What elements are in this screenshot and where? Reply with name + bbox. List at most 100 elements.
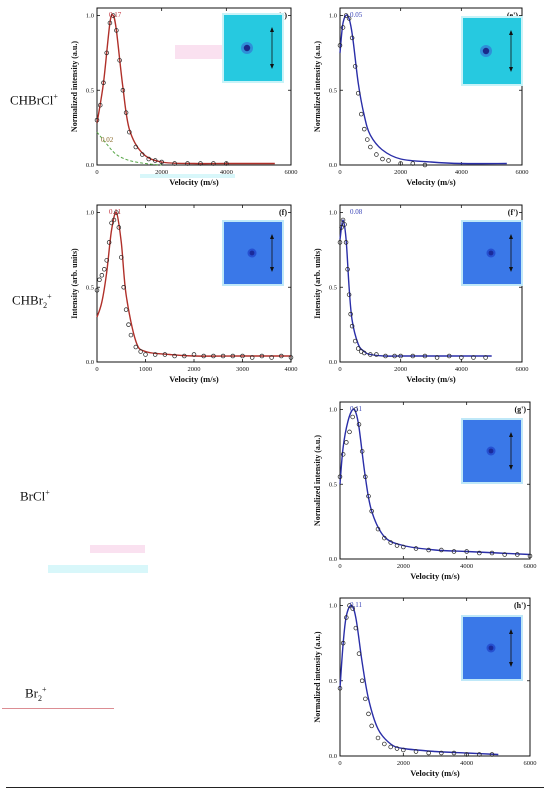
- artifact-band: [90, 545, 145, 553]
- data-point: [201, 353, 206, 359]
- data-point: [365, 137, 370, 142]
- data-point: [394, 746, 400, 751]
- arrow-head-down: [270, 267, 274, 272]
- detector-image-inset: [222, 13, 284, 83]
- data-point: [340, 217, 346, 223]
- data-point: [97, 277, 102, 283]
- data-point: [401, 544, 406, 550]
- x-tick-label: 4000: [220, 169, 233, 176]
- x-tick-label: 6000: [516, 169, 529, 176]
- data-point: [114, 210, 119, 215]
- y-tick-label: 1.0: [86, 13, 94, 20]
- data-point: [111, 217, 117, 223]
- panel-tag: (e'): [507, 11, 518, 20]
- data-point: [398, 353, 403, 359]
- y-tick-label: 0.0: [329, 162, 337, 169]
- data-point: [356, 651, 362, 656]
- x-tick-label: 2000: [394, 366, 407, 373]
- y-tick-label: 0.5: [86, 87, 94, 94]
- data-point: [352, 64, 358, 69]
- data-point: [439, 547, 444, 553]
- x-tick-label: 4000: [460, 563, 473, 570]
- data-point: [352, 338, 358, 344]
- data-point: [413, 749, 419, 754]
- fit-curve: [96, 211, 291, 357]
- data-point: [413, 546, 419, 551]
- x-axis-label: Velocity (m/s): [410, 571, 460, 581]
- data-point: [347, 429, 352, 435]
- plot-frame: [96, 7, 292, 166]
- data-point: [211, 161, 216, 166]
- data-point: [109, 220, 114, 226]
- data-point: [363, 474, 368, 480]
- bottom-rule: [6, 787, 544, 788]
- data-point: [353, 407, 359, 412]
- detector-image-inset: [222, 220, 284, 286]
- arrow-head-down: [509, 267, 513, 272]
- data-point: [259, 353, 265, 359]
- x-tick-label: 6000: [285, 169, 298, 176]
- data-point: [224, 161, 229, 166]
- x-tick-label: 0: [95, 169, 98, 176]
- data-point: [451, 549, 457, 554]
- data-point: [356, 422, 362, 427]
- data-point: [434, 355, 440, 360]
- data-point: [398, 161, 403, 166]
- x-tick-label: 2000: [188, 366, 201, 373]
- x-tick-label: 0: [338, 366, 341, 373]
- plot-frame: [339, 7, 523, 166]
- y-axis-label: Intensity (arb. units): [313, 248, 322, 319]
- x-tick-label: 4000: [455, 366, 468, 373]
- x-tick-label: 1000: [139, 366, 152, 373]
- data-point: [116, 225, 122, 230]
- data-point: [527, 553, 533, 559]
- detector-image-inset: [461, 615, 523, 681]
- data-point: [471, 355, 476, 360]
- data-point: [426, 547, 431, 553]
- data-point: [118, 255, 124, 260]
- x-tick-label: 4000: [285, 366, 298, 373]
- data-point: [123, 307, 129, 312]
- anisotropy-label: 0.17: [109, 11, 122, 19]
- data-point: [340, 452, 346, 457]
- data-point: [489, 752, 495, 757]
- chart-panel-e: 0 2000 4000 6000 0.0 0.5 1.0 Velocity (m/s) Norm…: [70, 7, 298, 187]
- y-axis-label: Normalized intensity (a.u.): [313, 41, 322, 132]
- data-point: [220, 353, 226, 359]
- y-tick-label: 0.0: [329, 556, 337, 563]
- data-point: [359, 678, 365, 684]
- data-point: [358, 111, 364, 117]
- data-point: [121, 284, 126, 290]
- x-tick-label: 4000: [455, 169, 468, 176]
- x-tick-label: 0: [338, 760, 341, 767]
- data-point: [97, 102, 103, 108]
- y-axis-label: Normalized intensity (a.u.): [313, 631, 322, 722]
- data-point: [230, 353, 236, 359]
- data-point: [211, 353, 216, 359]
- plot-frame: [339, 597, 531, 757]
- data-point: [104, 50, 109, 56]
- data-point: [240, 353, 245, 359]
- arrow-head-up: [270, 234, 274, 239]
- x-tick-label: 6000: [524, 563, 537, 570]
- detector-image-inset: [461, 418, 523, 484]
- data-point: [477, 752, 482, 757]
- data-point: [353, 625, 359, 631]
- chart-panel-e-prime: 0 2000 4000 6000 0.0 0.5 1.0 Velocity (m/s) Norm…: [313, 7, 529, 187]
- x-tick-label: 4000: [460, 760, 473, 767]
- data-point: [410, 161, 416, 166]
- anisotropy-label: 0.11: [350, 405, 362, 413]
- data-point: [368, 144, 373, 150]
- data-point: [110, 13, 116, 18]
- data-point: [340, 640, 346, 646]
- x-tick-label: 2000: [397, 760, 410, 767]
- x-tick-label: 6000: [516, 366, 529, 373]
- ion-spot: [482, 47, 490, 55]
- data-point: [339, 225, 344, 230]
- data-point: [369, 508, 374, 514]
- data-point: [363, 696, 368, 702]
- data-point: [464, 549, 469, 554]
- arrow-head-down: [509, 67, 513, 72]
- data-point: [422, 353, 428, 359]
